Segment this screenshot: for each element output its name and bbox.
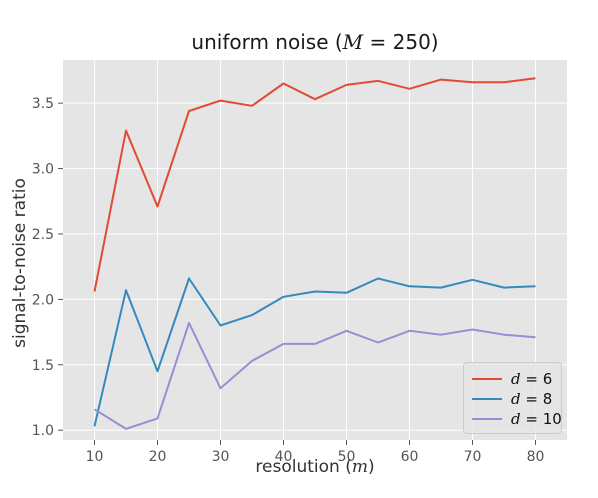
- y-tick-label: 1.0: [32, 423, 54, 439]
- axis-ticks: 10 20 30 40 50 60 70 80 1.0 1.5 2.0 2.5 3.0 3.5: [32, 96, 545, 465]
- legend-label-d8: d = 8: [511, 390, 552, 408]
- series-line-2: [93, 321, 536, 430]
- x-tick-label: 40: [275, 449, 293, 465]
- chart-title-prefix: uniform noise (: [191, 30, 343, 54]
- legend-variable-d6: d: [511, 370, 521, 388]
- x-axis-label: resolution (m): [63, 457, 567, 477]
- legend-value-d8: = 8: [520, 390, 553, 408]
- chart-title: uniform noise (M = 250): [63, 30, 567, 54]
- x-axis-label-suffix: ): [367, 457, 375, 477]
- x-tick-label: 50: [338, 449, 356, 465]
- legend-item-d8: d = 8: [472, 389, 552, 409]
- x-axis-label-prefix: resolution (: [255, 457, 352, 477]
- x-tick-label: 70: [464, 449, 482, 465]
- legend-value-d6: = 6: [520, 370, 553, 388]
- y-tick-label: 3.0: [32, 162, 54, 178]
- y-tick-label: 2.5: [32, 227, 54, 243]
- legend-variable-d8: d: [511, 390, 521, 408]
- y-axis-label: signal-to-noise ratio: [10, 178, 30, 348]
- legend-swatch-d10: [472, 418, 502, 420]
- series-line-1: [93, 277, 536, 427]
- chart-title-variable: M: [342, 30, 364, 54]
- x-tick-label: 60: [401, 449, 419, 465]
- x-tick-label: 10: [86, 449, 104, 465]
- x-tick-label: 80: [527, 449, 545, 465]
- legend-item-d10: d = 10: [472, 409, 562, 429]
- x-axis-label-variable: m: [351, 457, 368, 477]
- legend-value-d10: = 10: [520, 410, 562, 428]
- legend: d = 6 d = 8 d = 10: [463, 362, 562, 434]
- chart-title-suffix: = 250): [363, 30, 439, 54]
- y-tick-label: 2.0: [32, 292, 54, 308]
- legend-label-d6: d = 6: [511, 370, 552, 388]
- legend-swatch-d8: [472, 398, 502, 400]
- legend-swatch-d6: [472, 378, 502, 380]
- legend-label-d10: d = 10: [511, 410, 562, 428]
- x-tick-label: 30: [212, 449, 230, 465]
- y-tick-label: 1.5: [32, 358, 54, 374]
- series-line-0: [93, 77, 536, 292]
- x-tick-label: 20: [149, 449, 167, 465]
- y-tick-label: 3.5: [32, 96, 54, 112]
- legend-item-d6: d = 6: [472, 369, 552, 389]
- series-lines: [93, 77, 536, 430]
- legend-variable-d10: d: [511, 410, 521, 428]
